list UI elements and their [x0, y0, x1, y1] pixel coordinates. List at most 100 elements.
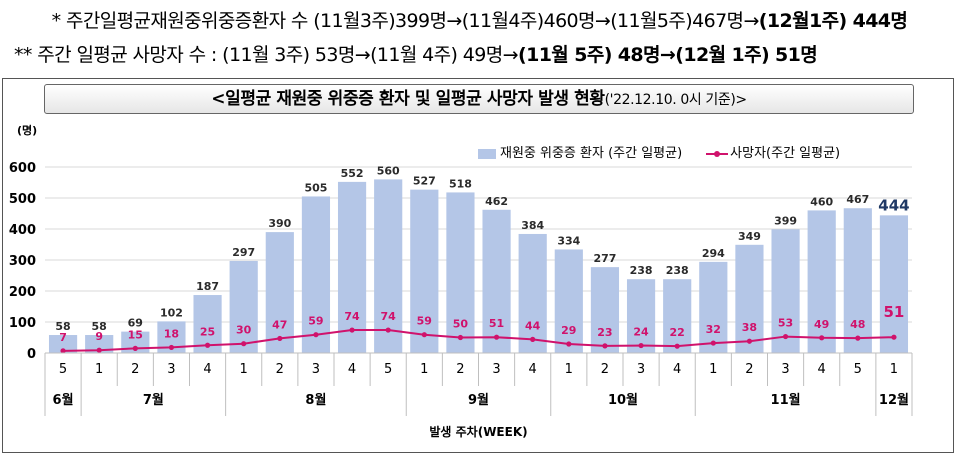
deaths-point: [674, 343, 680, 349]
month-label: 6월: [53, 392, 74, 408]
bar-value-label: 527: [413, 175, 436, 188]
bar: [48, 335, 78, 353]
x-tick-label: 2: [131, 362, 139, 377]
deaths-value-label: 51: [884, 303, 905, 321]
bar-value-label: 187: [196, 280, 219, 293]
y-tick-label: 400: [9, 223, 36, 238]
y-tick-label: 0: [27, 347, 36, 362]
bar-value-label: 552: [341, 167, 364, 180]
deaths-point: [530, 336, 536, 342]
x-tick-label: 2: [745, 362, 753, 377]
deaths-value-label: 7: [59, 331, 67, 344]
deaths-value-label: 32: [706, 323, 721, 336]
note-severe-cases: * 주간일평균재원중위중증환자 수 (11월3주)399명→(11월4주)460…: [51, 10, 908, 32]
deaths-point: [349, 327, 355, 333]
deaths-point: [638, 342, 644, 349]
x-tick-label: 5: [59, 362, 67, 377]
bar: [229, 260, 258, 353]
chart-title: <일평균 재원중 위중증 환자 및 일평균 사망자 발생 현황: [211, 89, 605, 109]
bar: [843, 208, 872, 353]
deaths-point: [457, 334, 464, 341]
chart-title-bar: <일평균 재원중 위중증 환자 및 일평균 사망자 발생 현황('22.12.1…: [44, 84, 914, 114]
deaths-value-label: 51: [489, 317, 504, 330]
bar-value-label: 238: [630, 264, 653, 277]
deaths-point: [168, 344, 175, 351]
deaths-value-label: 24: [633, 326, 649, 339]
deaths-point: [277, 335, 283, 342]
bar: [663, 279, 692, 353]
month-label: 8월: [305, 392, 326, 408]
x-tick-label: 2: [276, 362, 284, 377]
deaths-point: [204, 342, 211, 348]
month-label: 11월: [771, 392, 801, 408]
deaths-point: [855, 335, 861, 341]
bar: [374, 179, 403, 353]
deaths-value-label: 59: [308, 315, 323, 328]
deaths-point: [493, 334, 500, 340]
bar: [410, 189, 439, 353]
bar-value-label: 390: [268, 217, 291, 230]
bar: [735, 244, 764, 353]
y-tick-label: 600: [9, 161, 36, 176]
deaths-point: [782, 333, 789, 340]
deaths-value-label: 25: [200, 325, 215, 338]
month-label: 12월: [879, 392, 909, 408]
x-tick-label: 3: [492, 362, 500, 377]
bar-value-label: 467: [846, 193, 869, 206]
chart-subtitle: ('22.12.10. 0시 기준)>: [604, 92, 748, 108]
bar-value-label: 444: [878, 196, 909, 214]
deaths-point: [421, 332, 427, 338]
y-tick-label: 100: [9, 316, 36, 331]
deaths-value-label: 9: [95, 330, 103, 343]
deaths-value-label: 53: [778, 317, 793, 330]
bar-value-label: 294: [702, 247, 725, 260]
x-tick-label: 1: [95, 362, 103, 377]
deaths-point: [241, 341, 247, 347]
deaths-value-label: 49: [814, 318, 829, 331]
y-tick-label: 500: [9, 192, 36, 207]
note-deaths: ** 주간 일평균 사망자 수 : (11월 3주) 53명→(11월 4주) …: [14, 44, 818, 66]
bar: [482, 209, 511, 353]
deaths-point: [96, 347, 102, 353]
bar-value-label: 58: [55, 320, 70, 333]
month-label: 10월: [608, 392, 638, 408]
deaths-value-label: 23: [597, 326, 612, 339]
deaths-point: [313, 332, 319, 338]
bar-value-label: 58: [92, 320, 107, 333]
deaths-value-label: 74: [344, 310, 360, 323]
bar-value-label: 277: [593, 252, 616, 265]
bar-value-label: 334: [557, 234, 580, 247]
bar-value-label: 102: [160, 306, 183, 319]
y-tick-label: 200: [9, 285, 36, 300]
deaths-point: [891, 334, 897, 340]
deaths-value-label: 47: [272, 318, 287, 331]
deaths-value-label: 74: [381, 310, 397, 323]
x-tick-label: 1: [240, 362, 248, 377]
bar: [626, 279, 656, 353]
chart-legend: 재원중 위중증 환자 (주간 일평균) 사망자(주간 일평균): [478, 142, 840, 161]
x-tick-label: 4: [818, 362, 826, 377]
x-tick-label: 4: [673, 362, 681, 377]
bar-value-label: 560: [377, 164, 400, 177]
bar: [590, 267, 620, 353]
y-axis-label: (명): [17, 123, 37, 137]
deaths-point: [710, 340, 716, 346]
x-tick-label: 4: [529, 362, 537, 377]
x-tick-label: 4: [203, 362, 211, 377]
bar: [807, 210, 836, 353]
deaths-value-label: 29: [561, 324, 576, 337]
month-label: 9월: [468, 392, 489, 408]
legend-line-label: 사망자(주간 일평균): [730, 146, 841, 161]
bar: [554, 249, 583, 353]
deaths-value-label: 44: [525, 319, 541, 332]
bar-value-label: 518: [449, 177, 472, 190]
legend-line-swatch: [706, 149, 729, 159]
deaths-line: [63, 329, 894, 352]
bar: [879, 215, 909, 353]
chart-frame: [2, 78, 954, 453]
deaths-point: [602, 343, 608, 349]
x-tick-label: 3: [312, 362, 320, 377]
legend-bar-label: 재원중 위중증 환자 (주간 일평균): [500, 146, 683, 161]
legend-bar-swatch: [478, 148, 496, 159]
